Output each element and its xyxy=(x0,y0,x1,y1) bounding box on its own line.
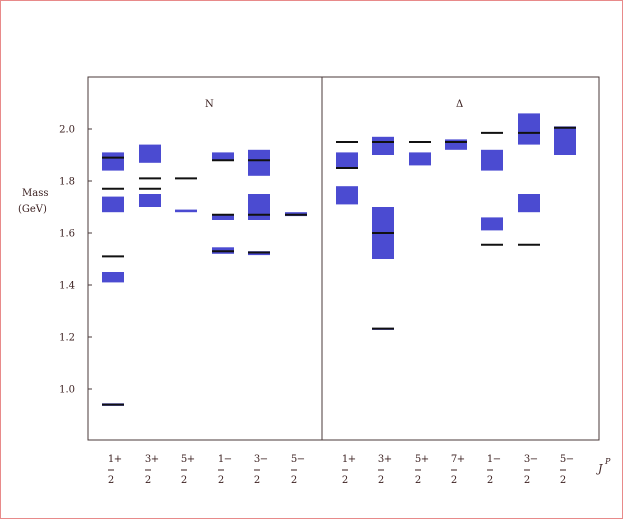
category-parity: − xyxy=(566,454,574,465)
category-parity: + xyxy=(457,454,465,465)
category-parity: − xyxy=(224,454,232,465)
y-tick-label: 1.2 xyxy=(59,333,75,344)
y-tick-label: 2.0 xyxy=(59,125,75,136)
category-numerator: 5 xyxy=(181,454,187,465)
category-numerator: 5 xyxy=(415,454,421,465)
category-parity: + xyxy=(421,454,429,465)
category-denominator: 2 xyxy=(218,475,224,486)
category-numerator: 3 xyxy=(254,454,260,465)
category-denominator: 2 xyxy=(181,475,187,486)
mass-range-box xyxy=(336,186,358,205)
mass-range-box xyxy=(336,152,358,168)
category-numerator: 7 xyxy=(451,454,457,465)
category-parity: − xyxy=(260,454,268,465)
category-numerator: 3 xyxy=(378,454,384,465)
mass-range-box xyxy=(372,136,394,155)
category-denominator: 2 xyxy=(487,475,493,486)
category-denominator: 2 xyxy=(560,475,566,486)
category-parity: + xyxy=(187,454,195,465)
mass-range-box xyxy=(554,126,576,155)
mass-range-box xyxy=(139,194,161,207)
y-axis-label-line1: Mass xyxy=(22,188,48,199)
category-numerator: 1 xyxy=(342,454,348,465)
panel-title-delta: Δ xyxy=(456,99,463,110)
category-denominator: 2 xyxy=(342,475,348,486)
mass-range-box xyxy=(518,113,540,145)
mass-range-box xyxy=(481,217,503,231)
mass-range-box xyxy=(102,152,124,171)
panel-title-n: N xyxy=(205,99,214,110)
mass-range-box xyxy=(102,196,124,213)
category-numerator: 5 xyxy=(560,454,566,465)
category-denominator: 2 xyxy=(451,475,457,486)
category-denominator: 2 xyxy=(108,475,114,486)
plot-area-border xyxy=(87,76,600,441)
mass-range-box xyxy=(409,152,431,166)
mass-range-box xyxy=(248,149,270,176)
x-axis-label: J xyxy=(596,462,603,475)
category-parity: + xyxy=(114,454,122,465)
category-parity: − xyxy=(530,454,538,465)
y-tick-label: 1.6 xyxy=(59,229,75,240)
category-numerator: 5 xyxy=(291,454,297,465)
mass-range-box xyxy=(102,272,124,283)
category-parity: − xyxy=(297,454,305,465)
category-numerator: 1 xyxy=(218,454,224,465)
mass-range-box xyxy=(175,209,197,213)
y-tick-label: 1.0 xyxy=(59,385,75,396)
mass-range-box xyxy=(445,139,467,150)
category-parity: + xyxy=(151,454,159,465)
mass-range-box xyxy=(212,152,234,161)
y-axis-label-line2: (GeV) xyxy=(18,204,47,215)
category-parity: − xyxy=(493,454,501,465)
category-denominator: 2 xyxy=(415,475,421,486)
mass-range-box xyxy=(212,214,234,220)
category-denominator: 2 xyxy=(254,475,260,486)
category-numerator: 1 xyxy=(108,454,114,465)
mass-range-box xyxy=(481,149,503,171)
category-numerator: 3 xyxy=(145,454,151,465)
category-denominator: 2 xyxy=(291,475,297,486)
category-denominator: 2 xyxy=(145,475,151,486)
y-tick-label: 1.8 xyxy=(59,177,75,188)
category-numerator: 3 xyxy=(524,454,530,465)
category-denominator: 2 xyxy=(378,475,384,486)
category-denominator: 2 xyxy=(524,475,530,486)
mass-range-box xyxy=(518,194,540,213)
mass-range-box xyxy=(139,144,161,163)
category-parity: + xyxy=(384,454,392,465)
category-numerator: 1 xyxy=(487,454,493,465)
x-axis-label-superscript: P xyxy=(604,457,611,466)
mass-range-box xyxy=(248,194,270,220)
y-tick-label: 1.4 xyxy=(59,281,75,292)
category-parity: + xyxy=(348,454,356,465)
